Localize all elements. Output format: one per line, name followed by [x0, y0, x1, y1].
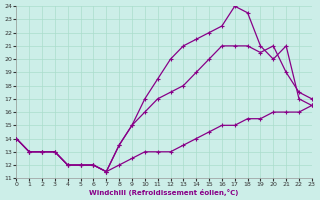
X-axis label: Windchill (Refroidissement éolien,°C): Windchill (Refroidissement éolien,°C)	[89, 189, 239, 196]
